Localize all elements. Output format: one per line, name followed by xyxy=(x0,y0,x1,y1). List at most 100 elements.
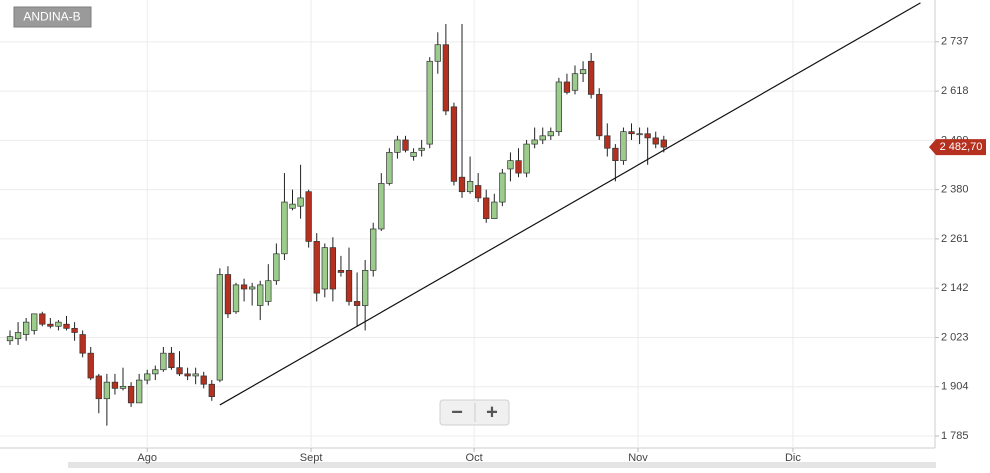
candle-body xyxy=(466,181,474,193)
scrollbar[interactable] xyxy=(68,462,936,468)
candle-body xyxy=(119,385,127,389)
candle-body xyxy=(402,139,409,151)
candle-body xyxy=(337,270,345,273)
candle-body xyxy=(426,60,433,145)
candle-body xyxy=(418,147,425,151)
candle-body xyxy=(434,44,441,62)
candle-body xyxy=(152,369,159,375)
candle-body xyxy=(579,69,587,75)
candle-body xyxy=(55,321,62,327)
candle-body xyxy=(313,241,320,294)
candle-body xyxy=(596,94,603,137)
candle-body xyxy=(353,301,361,306)
candle-body xyxy=(458,176,466,193)
candle-body xyxy=(111,381,119,389)
candle-body xyxy=(394,139,401,153)
candle-body xyxy=(208,383,215,398)
candle-body xyxy=(273,253,280,282)
x-tick-label: Sept xyxy=(300,452,323,464)
y-tick-label: 2 261 xyxy=(941,233,969,245)
candle-body xyxy=(87,352,94,379)
candle-body xyxy=(224,274,232,315)
y-tick-label: 1 785 xyxy=(941,430,969,442)
candle-body xyxy=(249,286,256,290)
candle-body xyxy=(321,247,328,290)
candle-body xyxy=(370,228,377,271)
candle-body xyxy=(297,197,304,207)
candle-body xyxy=(14,332,22,340)
y-tick-label: 2 023 xyxy=(941,331,969,343)
candle-body xyxy=(79,334,86,354)
candle-body xyxy=(499,172,506,203)
candle-body xyxy=(103,381,111,400)
y-tick-label: 2 618 xyxy=(941,85,969,97)
candle-body xyxy=(644,133,651,139)
last-price-label: 2 482,70 xyxy=(940,141,983,153)
candle-body xyxy=(265,280,272,302)
candle-body xyxy=(660,139,667,148)
candle-body xyxy=(232,284,240,313)
candle-body xyxy=(192,373,199,377)
x-tick-label: Ago xyxy=(137,452,157,464)
candle-body xyxy=(652,137,659,145)
candle-body xyxy=(563,81,571,93)
y-tick-label: 2 142 xyxy=(941,282,969,294)
candle-body xyxy=(23,321,30,335)
candle-body xyxy=(636,133,643,136)
candle-body xyxy=(289,203,296,209)
candle-body xyxy=(491,201,498,219)
candle-body xyxy=(450,106,458,182)
candle-body xyxy=(588,60,595,95)
candle-body xyxy=(378,183,385,230)
trend-line xyxy=(219,2,921,406)
candle-body xyxy=(184,373,191,377)
candle-body xyxy=(176,367,183,375)
candle-body xyxy=(555,81,563,133)
candle-body xyxy=(531,139,538,145)
candle-body xyxy=(257,284,264,306)
candle-body xyxy=(144,373,151,381)
candle-body xyxy=(6,336,14,342)
candle-body xyxy=(305,191,312,242)
x-tick-label: Nov xyxy=(628,452,648,464)
candle-body xyxy=(63,323,70,329)
candle-body xyxy=(160,352,167,371)
zoom-out-button[interactable]: − xyxy=(451,401,463,423)
candle-body xyxy=(442,44,450,112)
candle-body xyxy=(281,201,288,255)
candle-body xyxy=(410,152,417,157)
candle-body xyxy=(240,284,248,290)
x-tick-label: Oct xyxy=(466,452,483,464)
candle-body xyxy=(547,131,554,137)
candle-body xyxy=(523,143,530,174)
candle-body xyxy=(95,375,102,400)
candle-body xyxy=(127,385,135,404)
candle-body xyxy=(200,375,207,385)
y-tick-label: 1 904 xyxy=(941,381,969,393)
last-price-marker xyxy=(929,139,986,156)
candle-body xyxy=(507,160,514,170)
candle-body xyxy=(168,352,175,369)
candle-body xyxy=(475,185,482,199)
candle-body xyxy=(628,131,635,135)
candle-body xyxy=(539,135,546,141)
candle-body xyxy=(216,274,224,381)
candle-body xyxy=(612,147,619,162)
candle-body xyxy=(571,73,579,91)
candle-body xyxy=(515,160,522,174)
candle-body xyxy=(39,313,46,325)
candle-body xyxy=(31,313,38,331)
candle-body xyxy=(329,247,337,290)
y-tick-label: 2 380 xyxy=(941,184,969,196)
candle-body xyxy=(362,270,369,306)
candle-body xyxy=(71,327,78,333)
y-tick-label: 2 737 xyxy=(941,36,969,48)
x-tick-label: Dic xyxy=(785,452,801,464)
candle-body xyxy=(620,131,627,162)
candle-body xyxy=(483,197,490,219)
candle-body xyxy=(136,379,143,404)
chart-title: ANDINA-B xyxy=(23,10,80,24)
zoom-in-button[interactable]: + xyxy=(486,401,498,423)
